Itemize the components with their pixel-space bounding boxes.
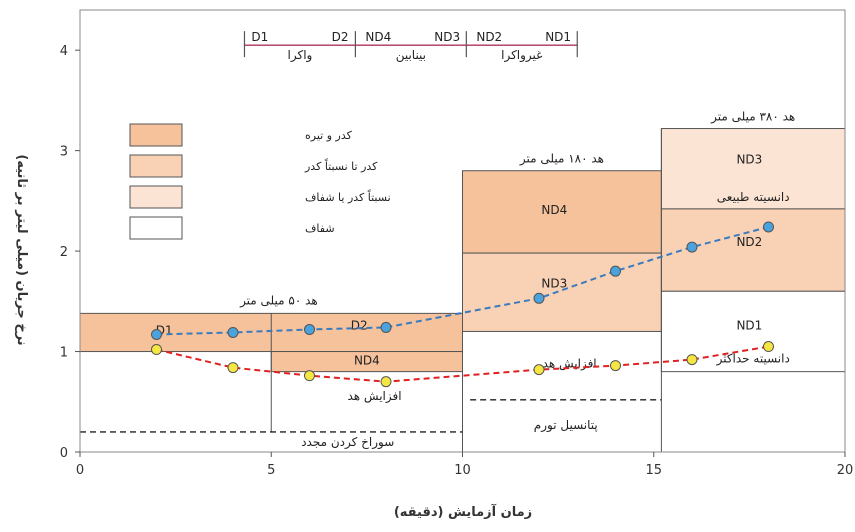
y-tick-label: 2 — [60, 245, 68, 260]
data-point — [763, 341, 774, 353]
x-tick-label: 15 — [645, 463, 662, 478]
annotation-label: هد ۱۸۰ میلی متر — [519, 152, 604, 167]
legend-swatch — [129, 154, 183, 178]
legend-label: شفاف — [305, 222, 335, 235]
annotation-label: ND2 — [736, 235, 762, 249]
annotation-label: دانسیته حداکثر — [716, 352, 790, 367]
legend-swatch — [129, 123, 183, 147]
data-point — [380, 321, 392, 333]
annotation-label: ND1 — [736, 318, 762, 332]
data-point — [610, 360, 621, 372]
data-point — [686, 354, 698, 366]
x-tick-label: 0 — [76, 463, 84, 478]
annotation-label: سوراخ کردن مجدد — [301, 435, 394, 450]
y-tick-label: 4 — [60, 44, 68, 59]
top-scale-category: واکرا — [288, 48, 313, 63]
zone-box — [462, 252, 662, 332]
data-point — [763, 221, 774, 233]
reference-lines-layer — [80, 128, 662, 452]
series-line — [156, 226, 769, 336]
axes-layer: 0 5 10 15 20 0 1 2 3 4 — [60, 9, 854, 478]
data-point — [304, 323, 315, 335]
series-line — [156, 345, 769, 383]
x-tick-label: 20 — [837, 463, 854, 478]
legend-label: نسبتاً کدر یا شفاف — [305, 189, 391, 204]
data-point — [227, 362, 239, 374]
legend-label: کدر و تیره — [305, 129, 353, 142]
annotation-label: ND4 — [541, 203, 567, 217]
top-scale-code: ND2 — [476, 30, 502, 44]
top-scale-category: غیرواکرا — [501, 48, 542, 63]
data-point — [686, 241, 698, 253]
top-scale-layer: D1 D2 ND4 ND3 ND2 ND1 واکرا بینابین غیرواکرا — [243, 30, 578, 63]
annotation-label: دانسیته طبیعی — [717, 190, 790, 204]
annotation-label: افزایش هد — [347, 389, 401, 404]
zone-box — [462, 170, 662, 254]
annotation-label: ND3 — [541, 276, 567, 290]
series-layer — [151, 221, 774, 388]
x-tick-label: 10 — [454, 463, 471, 478]
zone-box — [660, 128, 846, 210]
annotation-label: D2 — [351, 318, 368, 332]
top-scale-code: ND3 — [434, 30, 460, 44]
data-point — [533, 292, 545, 304]
data-point — [151, 328, 162, 340]
legend-swatch — [129, 185, 183, 209]
top-scale-category: بینابین — [396, 48, 426, 63]
x-axis-title: زمان آزمایش (دقیقه) — [394, 503, 532, 520]
data-point — [610, 265, 621, 277]
y-tick-label: 0 — [60, 446, 68, 461]
annotation-label: افزایش هد — [543, 357, 597, 372]
y-tick-label: 1 — [60, 346, 68, 361]
y-tick-label: 3 — [60, 145, 68, 160]
x-tick-label: 5 — [267, 463, 275, 478]
annotation-label: پتانسیل تورم — [534, 418, 598, 433]
annotation-label: هد ۵۰ میلی متر — [239, 293, 318, 308]
data-point — [151, 344, 162, 356]
legend-label: کدر تا نسبتاً کدر — [304, 158, 378, 173]
top-scale-code: D2 — [332, 30, 349, 44]
data-point — [380, 376, 392, 388]
top-scale-code: ND4 — [365, 30, 391, 44]
data-point — [304, 370, 315, 382]
annotation-label: هد ۳۸۰ میلی متر — [710, 110, 795, 125]
legend-swatch — [129, 216, 183, 240]
annotations-layer: هد ۳۸۰ میلی متر هد ۱۸۰ میلی متر هد ۵۰ میلی… — [156, 110, 796, 450]
top-scale-code: D1 — [251, 30, 268, 44]
y-axis-title: نرخ جریان (میلی لیتر بر ثانیه) — [14, 154, 29, 345]
annotation-label: ND3 — [736, 153, 762, 167]
legend: کدر و تیره کدر تا نسبتاً کدر نسبتاً کدر یا… — [129, 123, 391, 240]
data-point — [533, 364, 545, 376]
data-point — [227, 326, 239, 338]
annotation-label: ND4 — [354, 354, 380, 368]
top-scale-code: ND1 — [545, 30, 571, 44]
